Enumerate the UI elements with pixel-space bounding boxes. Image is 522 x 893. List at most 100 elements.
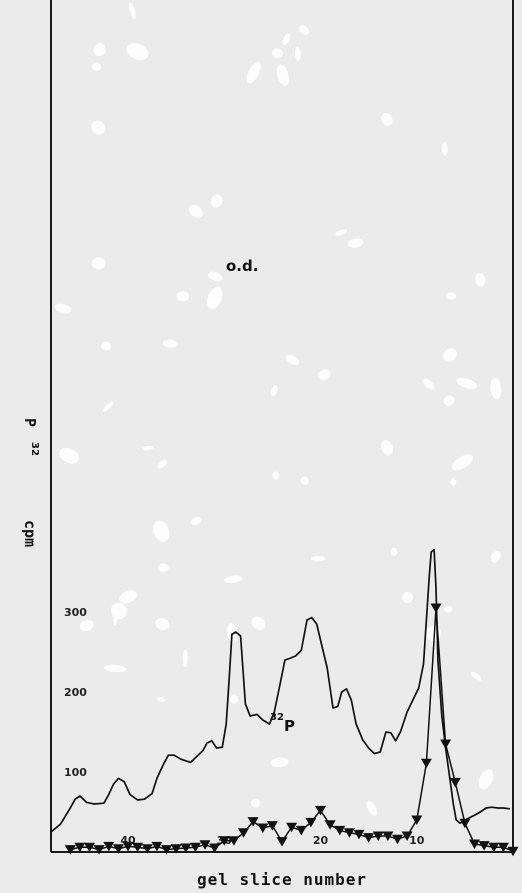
paper-speck <box>445 292 457 300</box>
p32-data-point <box>238 828 249 838</box>
p32-data-point <box>497 842 509 853</box>
y-tick-label: 100 <box>64 766 87 779</box>
p32-data-point <box>64 845 76 855</box>
p32-data-point <box>93 845 105 855</box>
paper-speck <box>490 551 501 563</box>
paper-speck <box>158 563 169 573</box>
paper-speck <box>442 348 457 362</box>
p32-data-point <box>132 842 144 853</box>
p32-data-point <box>469 839 480 849</box>
p-label: P <box>284 717 295 735</box>
paper-speck <box>126 43 149 61</box>
p32-data-point <box>411 815 423 825</box>
paper-speck <box>189 204 203 218</box>
od-label: o.d. <box>226 257 258 275</box>
paper-speck <box>55 303 72 314</box>
paper-speck <box>103 664 127 673</box>
x-tick-label: 10 <box>409 834 425 847</box>
p32-data-point <box>218 836 230 846</box>
paper-speck <box>93 43 106 57</box>
p32-data-point <box>401 831 413 841</box>
p32-data-point <box>488 842 500 853</box>
paper-speck <box>110 602 128 619</box>
p32-data-point <box>324 820 336 830</box>
paper-speck <box>478 769 494 790</box>
x-tick-label: 20 <box>313 834 329 847</box>
p32-data-point <box>440 739 452 749</box>
p32-data-point <box>141 844 153 854</box>
paper-speck <box>423 378 435 390</box>
paper-speck <box>390 547 398 556</box>
p32-data-point <box>343 828 355 838</box>
paper-speck <box>210 194 223 208</box>
p32-data-point <box>286 822 298 833</box>
paper-speck <box>142 445 154 451</box>
paper-speck <box>128 2 136 20</box>
series-layer <box>50 548 519 857</box>
paper-speck <box>451 454 474 471</box>
paper-speck <box>59 447 80 464</box>
paper-speck <box>298 25 310 35</box>
paper-speck <box>226 623 238 643</box>
p32-data-point <box>372 831 384 841</box>
p32-data-point <box>122 841 134 852</box>
p32-data-point <box>103 841 115 852</box>
paper-speck <box>475 272 486 287</box>
paper-speck <box>190 516 202 525</box>
p32-data-point <box>112 844 124 854</box>
paper-speck <box>91 120 106 135</box>
p32-data-point <box>74 842 86 853</box>
y-axis-label-suffix: P <box>21 418 39 427</box>
paper-speck <box>119 590 137 604</box>
paper-speck <box>443 395 455 406</box>
paper-speck <box>162 339 178 348</box>
od-series-line <box>50 548 511 833</box>
paper-speck <box>444 605 453 613</box>
p32-data-point <box>459 818 471 829</box>
paper-speck <box>335 229 348 236</box>
x-axis-label: gel slice number <box>197 870 367 889</box>
p32-data-point <box>305 817 317 828</box>
p32-data-point <box>151 841 163 852</box>
p32-data-point <box>180 843 192 853</box>
p32-data-point <box>334 825 346 836</box>
paper-speck <box>246 61 261 84</box>
paper-speck <box>310 556 326 562</box>
paper-speck <box>317 369 331 381</box>
paper-speck <box>153 520 170 542</box>
p32-data-point <box>247 817 259 827</box>
paper-speck <box>347 238 364 248</box>
paper-speck <box>156 696 166 702</box>
paper-speck <box>182 649 188 668</box>
p32-data-point <box>170 844 182 854</box>
p32-data-point <box>199 840 211 850</box>
p32-data-point <box>276 837 288 847</box>
paper-specks <box>55 2 502 816</box>
paper-speck <box>456 378 478 389</box>
paper-speck <box>176 291 190 302</box>
p32-data-point <box>353 829 365 840</box>
paper-speck <box>470 671 482 681</box>
paper-speck <box>155 618 170 630</box>
y-axis-label-superscript: 32 <box>29 442 40 456</box>
p32-data-point <box>84 842 95 853</box>
p32-data-point <box>430 603 442 613</box>
paper-speck <box>223 575 243 584</box>
paper-speck <box>425 625 442 641</box>
p32-data-point <box>228 836 240 846</box>
paper-speck <box>490 377 502 400</box>
p32-data-point <box>209 843 221 853</box>
paper-speck <box>272 471 280 480</box>
y-tick-label: 300 <box>64 606 87 619</box>
paper-speck <box>300 476 309 485</box>
p32-data-point <box>382 831 394 841</box>
paper-speck <box>91 62 102 71</box>
p32-data-point <box>189 842 201 853</box>
paper-speck <box>441 141 448 156</box>
paper-speck <box>276 64 289 86</box>
paper-speck <box>402 592 414 603</box>
paper-speck <box>270 757 289 768</box>
p32-data-point <box>315 805 326 816</box>
paper-speck <box>250 798 261 808</box>
